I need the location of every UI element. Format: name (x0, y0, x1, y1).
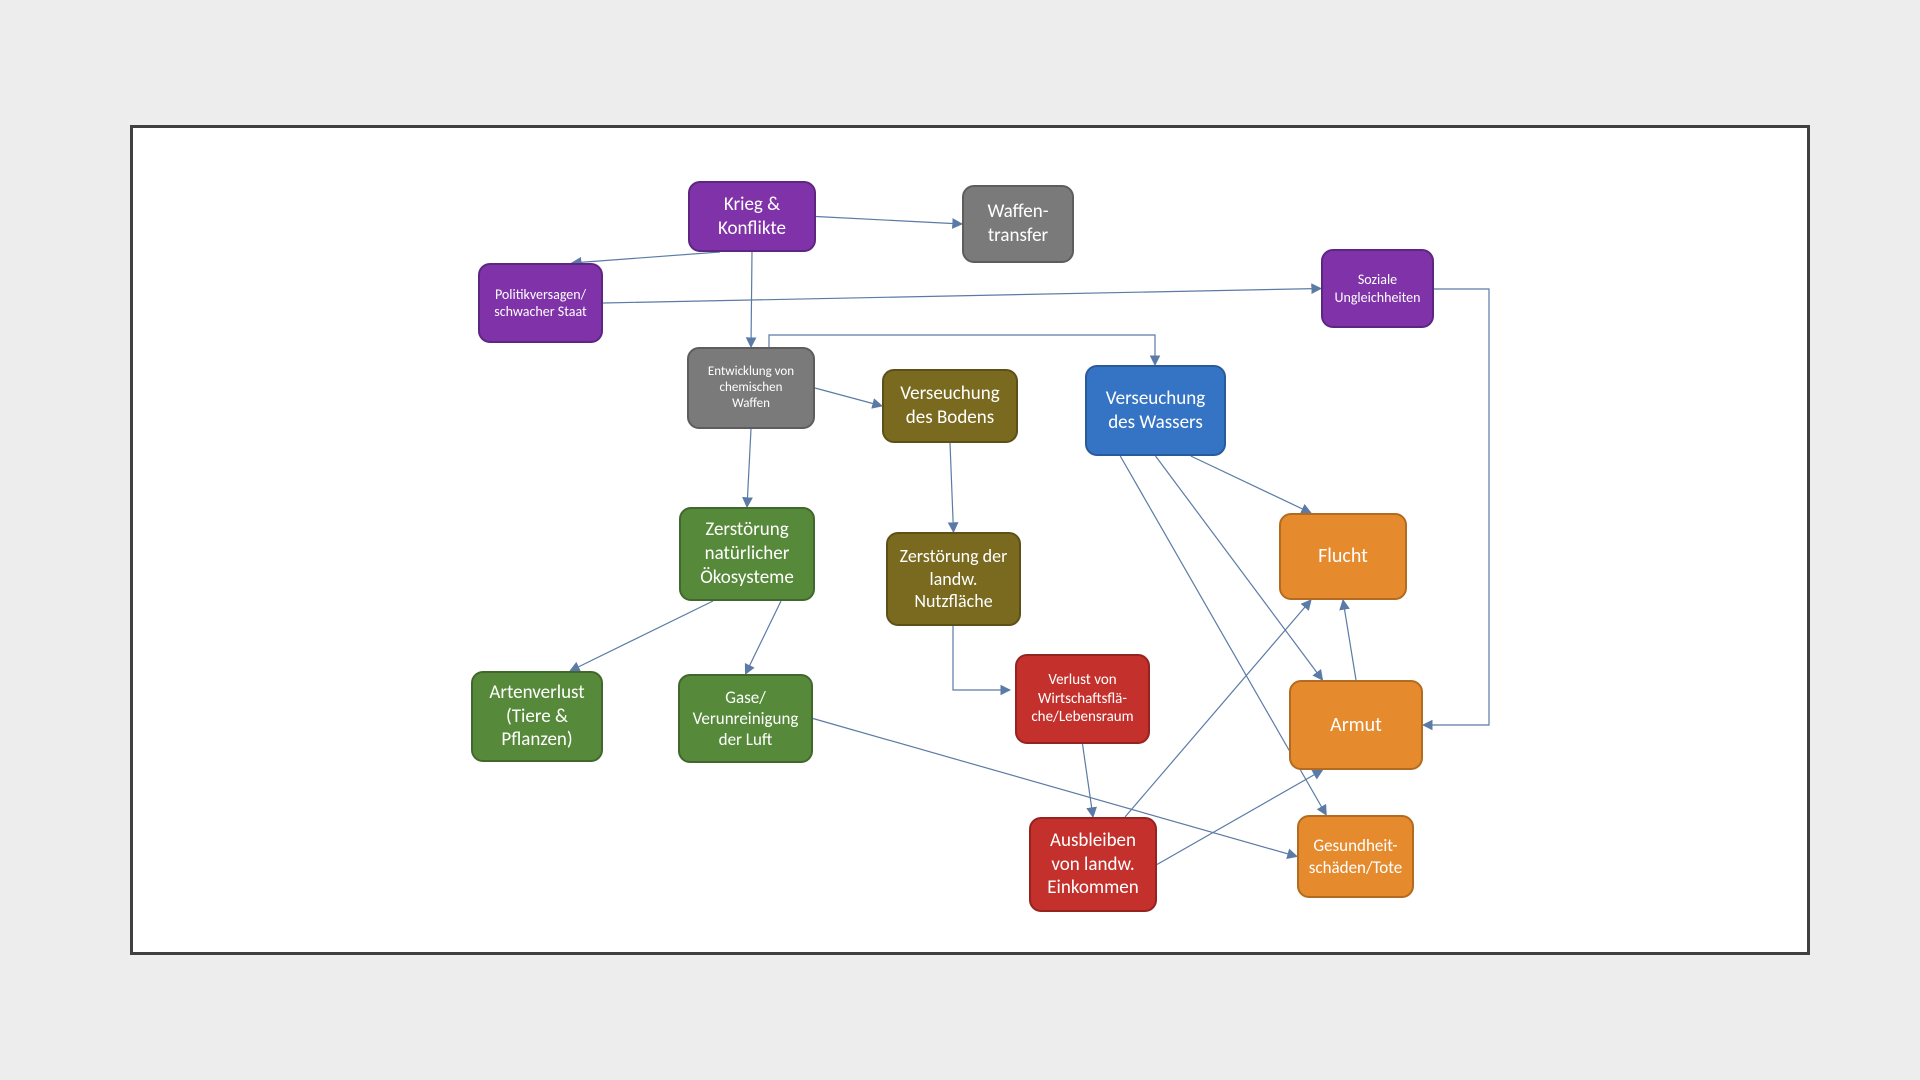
node-label: Gase/ Verunreinigung der Luft (693, 687, 799, 751)
node-label: Verseuchung des Bodens (900, 382, 999, 430)
node-label: Soziale Ungleichheiten (1335, 271, 1421, 306)
node-label: Entwicklung von chemischen Waffen (708, 364, 794, 413)
node-verlust: Verlust von Wirtschaftsflä- che/Lebensra… (1015, 654, 1150, 744)
node-label: Flucht (1318, 544, 1368, 569)
node-armut: Armut (1289, 680, 1423, 770)
node-label: Krieg & Konflikte (718, 193, 786, 241)
node-waffen: Waffen- transfer (962, 185, 1074, 263)
node-label: Ausbleiben von landw. Einkommen (1047, 829, 1138, 900)
node-label: Zerstörung der landw. Nutzfläche (900, 545, 1008, 613)
node-label: Armut (1330, 713, 1382, 738)
node-label: Artenverlust (Tiere & Pflanzen) (489, 681, 584, 752)
node-krieg: Krieg & Konflikte (688, 181, 816, 252)
node-label: Verseuchung des Wassers (1106, 387, 1205, 435)
node-politik: Politikversagen/ schwacher Staat (478, 263, 603, 343)
node-wasser: Verseuchung des Wassers (1085, 365, 1226, 456)
node-label: Waffen- transfer (987, 200, 1048, 248)
node-label: Politikversagen/ schwacher Staat (494, 286, 586, 321)
node-sozial: Soziale Ungleichheiten (1321, 249, 1434, 328)
node-ausbleiben: Ausbleiben von landw. Einkommen (1029, 817, 1157, 912)
node-label: Zerstörung natürlicher Ökosysteme (700, 518, 794, 589)
node-arten: Artenverlust (Tiere & Pflanzen) (471, 671, 603, 762)
node-flucht: Flucht (1279, 513, 1407, 600)
node-gase: Gase/ Verunreinigung der Luft (678, 674, 813, 763)
node-label: Gesundheit- schäden/Tote (1309, 835, 1403, 878)
node-nutz: Zerstörung der landw. Nutzfläche (886, 532, 1021, 626)
node-label: Verlust von Wirtschaftsflä- che/Lebensra… (1031, 671, 1133, 727)
node-boden: Verseuchung des Bodens (882, 369, 1018, 443)
node-oeko: Zerstörung natürlicher Ökosysteme (679, 507, 815, 601)
node-gesund: Gesundheit- schäden/Tote (1297, 815, 1414, 898)
node-chem: Entwicklung von chemischen Waffen (687, 347, 815, 429)
